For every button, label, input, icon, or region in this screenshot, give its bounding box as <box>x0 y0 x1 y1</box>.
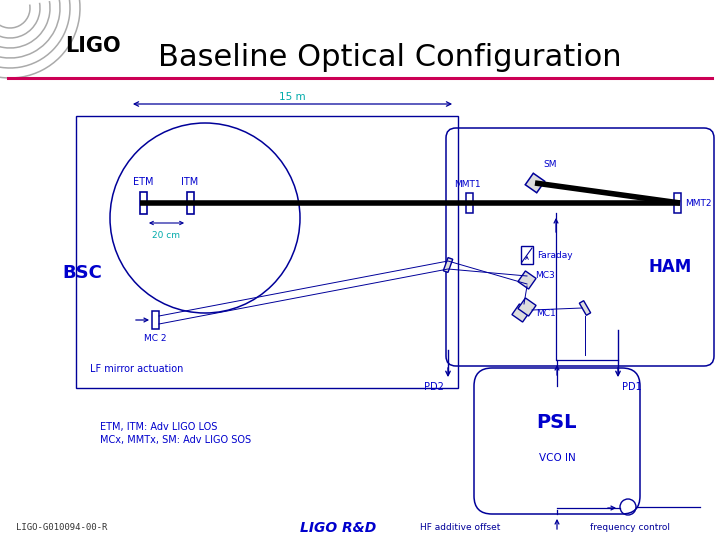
Text: frequency control: frequency control <box>590 523 670 532</box>
Text: VCO IN: VCO IN <box>539 453 575 463</box>
Text: LIGO-G010094-00-R: LIGO-G010094-00-R <box>16 523 107 532</box>
Polygon shape <box>673 193 680 213</box>
Text: HAM: HAM <box>649 258 692 276</box>
Text: Baseline Optical Configuration: Baseline Optical Configuration <box>158 44 622 72</box>
Bar <box>76 116 458 388</box>
Text: MC 2: MC 2 <box>144 334 166 343</box>
Text: MMT1: MMT1 <box>454 180 480 189</box>
Polygon shape <box>151 311 158 329</box>
Text: BSC: BSC <box>62 264 102 282</box>
Text: PSL: PSL <box>536 413 577 431</box>
Polygon shape <box>580 301 590 315</box>
Text: SM: SM <box>543 160 557 169</box>
Text: 15 m: 15 m <box>279 92 305 102</box>
Text: PD2: PD2 <box>424 382 444 392</box>
Polygon shape <box>444 258 453 273</box>
Text: MC1: MC1 <box>536 309 556 319</box>
Polygon shape <box>140 192 146 214</box>
Polygon shape <box>186 192 194 214</box>
Text: LIGO: LIGO <box>65 36 121 56</box>
Text: ITM: ITM <box>181 177 199 187</box>
Text: MCx, MMTx, SM: Adv LIGO SOS: MCx, MMTx, SM: Adv LIGO SOS <box>100 435 251 445</box>
Polygon shape <box>518 271 536 289</box>
Polygon shape <box>518 298 536 316</box>
Text: HF additive offset: HF additive offset <box>420 523 500 532</box>
Polygon shape <box>512 304 530 322</box>
Text: MC3: MC3 <box>535 272 554 280</box>
Text: 20 cm: 20 cm <box>153 231 181 240</box>
Polygon shape <box>466 193 472 213</box>
Text: LF mirror actuation: LF mirror actuation <box>90 364 184 374</box>
Text: ETM, ITM: Adv LIGO LOS: ETM, ITM: Adv LIGO LOS <box>100 422 217 432</box>
Polygon shape <box>526 173 545 193</box>
Polygon shape <box>521 246 533 264</box>
Text: ETM: ETM <box>132 177 153 187</box>
Text: MMT2: MMT2 <box>685 199 711 207</box>
Text: PD1: PD1 <box>622 382 642 392</box>
Text: LIGO R&D: LIGO R&D <box>300 521 377 535</box>
Text: Faraday: Faraday <box>537 251 572 260</box>
